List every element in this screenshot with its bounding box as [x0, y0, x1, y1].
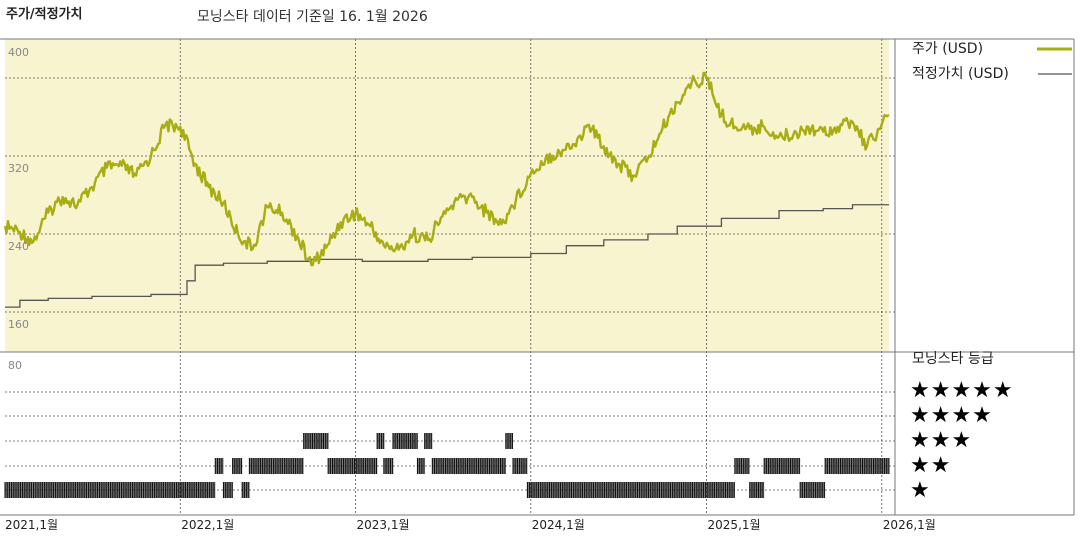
- rating-segment-fill: [242, 482, 250, 498]
- rating-segment-fill: [424, 433, 433, 449]
- chart-subtitle: 모닝스타 데이터 기준일 16. 1월 2026: [197, 9, 428, 25]
- rating-segment-12: [424, 433, 433, 449]
- rating-segment-4: [241, 482, 250, 498]
- x-tick-label-5: 2026,1월: [883, 518, 936, 532]
- rating-segment-18: [749, 482, 765, 498]
- rating-segment-fill: [392, 433, 418, 449]
- price-line: [3, 71, 890, 267]
- rating-segment-7: [327, 458, 378, 474]
- x-tick-label-4: 2025,1월: [708, 518, 761, 532]
- rating-segment-fill: [825, 458, 889, 474]
- rating-segment-fill: [303, 433, 329, 449]
- rating-segment-14: [505, 433, 514, 449]
- x-tick-label-3: 2024,1월: [532, 518, 585, 532]
- rating-5-stars: ★★★★★: [910, 378, 1014, 403]
- price-series: [3, 71, 890, 267]
- rating-bars: [4, 433, 890, 498]
- plot-backgrounds: [5, 39, 889, 352]
- rating-segment-13: [431, 458, 506, 474]
- rating-segment-16: [526, 482, 735, 498]
- rating-y-tick-80: 80: [8, 359, 22, 372]
- tick-labels: 400 320 240 160 80 2021,1월 2022,1월 2023,1월 2024,…: [5, 46, 936, 532]
- rating-segment-5: [248, 458, 304, 474]
- legend-price-label: 주가 (USD): [912, 41, 984, 57]
- rating-segment-fill: [417, 458, 425, 474]
- rating-segment-17: [734, 458, 750, 474]
- fair-value-line: [5, 204, 889, 308]
- y-tick-label-400: 400: [8, 46, 29, 59]
- x-tick-label-1: 2022,1월: [181, 518, 234, 532]
- rating-4-stars: ★★★★: [910, 403, 993, 428]
- y-tick-label-160: 160: [8, 318, 29, 331]
- y-tick-label-320: 320: [8, 162, 29, 175]
- rating-segment-20: [799, 482, 826, 498]
- x-tick-label-0: 2021,1월: [5, 518, 58, 532]
- rating-segment-2: [222, 482, 233, 498]
- rating-segment-fill: [505, 433, 514, 449]
- rating-segment-fill: [377, 433, 384, 449]
- price-plot-background: [5, 39, 889, 352]
- chart-frame: [0, 38, 1075, 516]
- rating-segment-19: [763, 458, 801, 474]
- y-tick-label-240: 240: [8, 240, 29, 253]
- rating-segment-10: [392, 433, 418, 449]
- rating-segment-0: [4, 482, 216, 498]
- x-tick-label-2: 2023,1월: [357, 518, 410, 532]
- rating-segment-1: [214, 458, 224, 474]
- rating-3-stars: ★★★: [910, 428, 973, 453]
- rating-segment-fill: [800, 482, 826, 498]
- rating-segment-8: [376, 433, 385, 449]
- chart-title: 주가/적정가치: [6, 7, 83, 22]
- rating-1-stars: ★: [910, 478, 931, 503]
- rating-2-stars: ★★: [910, 453, 952, 478]
- legend-fair-value-label: 적정가치 (USD): [912, 66, 1009, 82]
- rating-segment-3: [232, 458, 243, 474]
- rating-panel-title: 모닝스타 등급: [912, 351, 994, 367]
- rating-segment-6: [303, 433, 329, 449]
- legend-swatches: [1037, 47, 1072, 75]
- rating-segment-11: [416, 458, 425, 474]
- rating-segment-21: [824, 458, 890, 474]
- fair-value-series: [5, 204, 889, 308]
- rating-segment-15: [512, 458, 528, 474]
- rating-segment-9: [383, 458, 394, 474]
